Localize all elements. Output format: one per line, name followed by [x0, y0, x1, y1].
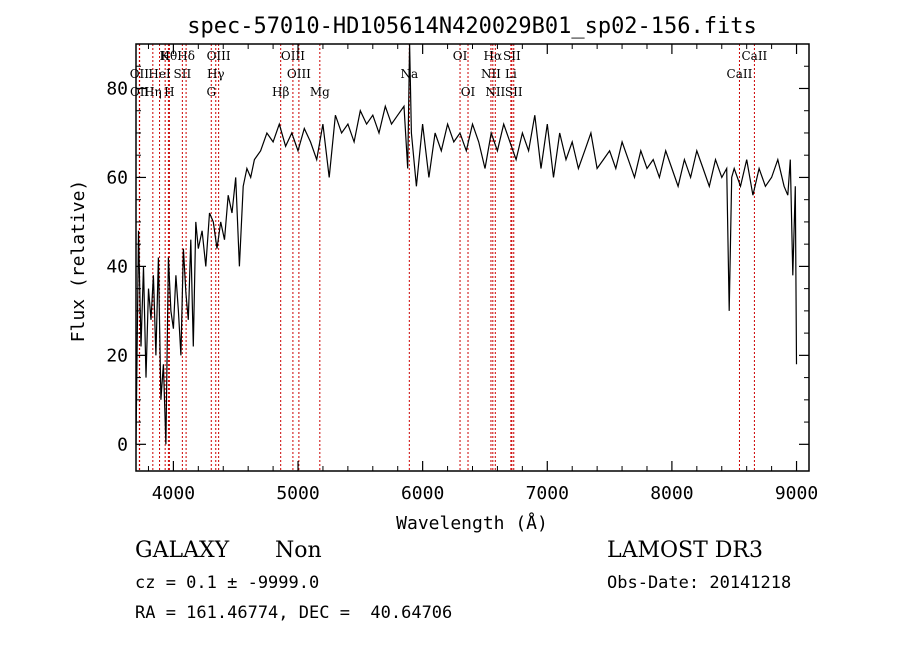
redshift-cz: cz = 0.1 ± -9999.0 — [135, 573, 320, 593]
x-tick-label: 4000 — [152, 483, 195, 504]
spectral-line-label: OI — [453, 49, 468, 63]
spectral-line-label: K — [161, 49, 171, 63]
spectral-line-label: Mg — [310, 85, 330, 99]
y-tick-label: 20 — [106, 345, 128, 366]
x-tick-label: 5000 — [276, 483, 319, 504]
spectrum-line — [135, 43, 798, 445]
y-tick-label: 80 — [106, 78, 128, 99]
spectral-line-label: OIII — [281, 49, 305, 63]
observation-date: Obs-Date: 20141218 — [607, 573, 792, 593]
object-subclass: Non — [275, 538, 322, 563]
spectral-line-label: HeI — [148, 67, 171, 81]
y-tick-label: 60 — [106, 167, 128, 188]
spectral-line-label: NII — [481, 67, 501, 81]
spectral-line-label: Hδ — [177, 49, 195, 63]
spectral-line-label: CaII — [741, 49, 767, 63]
spectral-line-label: OI — [461, 85, 476, 99]
spectral-line-label: NII — [485, 85, 505, 99]
spectral-line-label: SII — [505, 85, 523, 99]
survey-name: LAMOST DR3 — [607, 538, 763, 563]
x-axis-label: Wavelength (Å) — [396, 512, 548, 534]
x-tick-label: 7000 — [526, 483, 569, 504]
spectral-line-label: CaII — [727, 67, 753, 81]
y-axis-ticks: 0 20 40 60 80 — [106, 65, 809, 455]
plot-frame — [135, 43, 810, 472]
object-class: GALAXY — [135, 538, 230, 563]
emission-absorption-lines — [138, 44, 755, 471]
spectral-line-label: SII — [174, 67, 192, 81]
x-tick-label: 8000 — [650, 483, 693, 504]
spectral-line-label: Hα — [484, 49, 503, 63]
y-tick-label: 40 — [106, 256, 128, 277]
spectral-line-label: H — [164, 85, 174, 99]
spectral-line-label: Li — [505, 67, 517, 81]
chart-title: spec-57010-HD105614N420029B01_sp02-156.f… — [187, 14, 757, 39]
x-axis-ticks: 4000 5000 6000 7000 8000 9000 — [147, 44, 818, 504]
x-tick-label: 6000 — [401, 483, 444, 504]
spectral-line-label: Hγ — [207, 67, 225, 81]
spectral-line-label: OII — [130, 67, 150, 81]
spectral-line-label: SII — [503, 49, 521, 63]
x-tick-label: 9000 — [775, 483, 818, 504]
spectral-line-label: G — [206, 85, 216, 99]
coordinates: RA = 161.46774, DEC = 40.64706 — [135, 603, 453, 623]
y-tick-label: 0 — [117, 434, 128, 455]
spectral-line-label: OIII — [287, 67, 311, 81]
spectral-line-label: OIII — [207, 49, 231, 63]
spectral-line-label: Hη — [144, 85, 162, 99]
y-axis-label: Flux (relative) — [68, 180, 89, 343]
spectral-line-label: Hβ — [272, 85, 289, 99]
